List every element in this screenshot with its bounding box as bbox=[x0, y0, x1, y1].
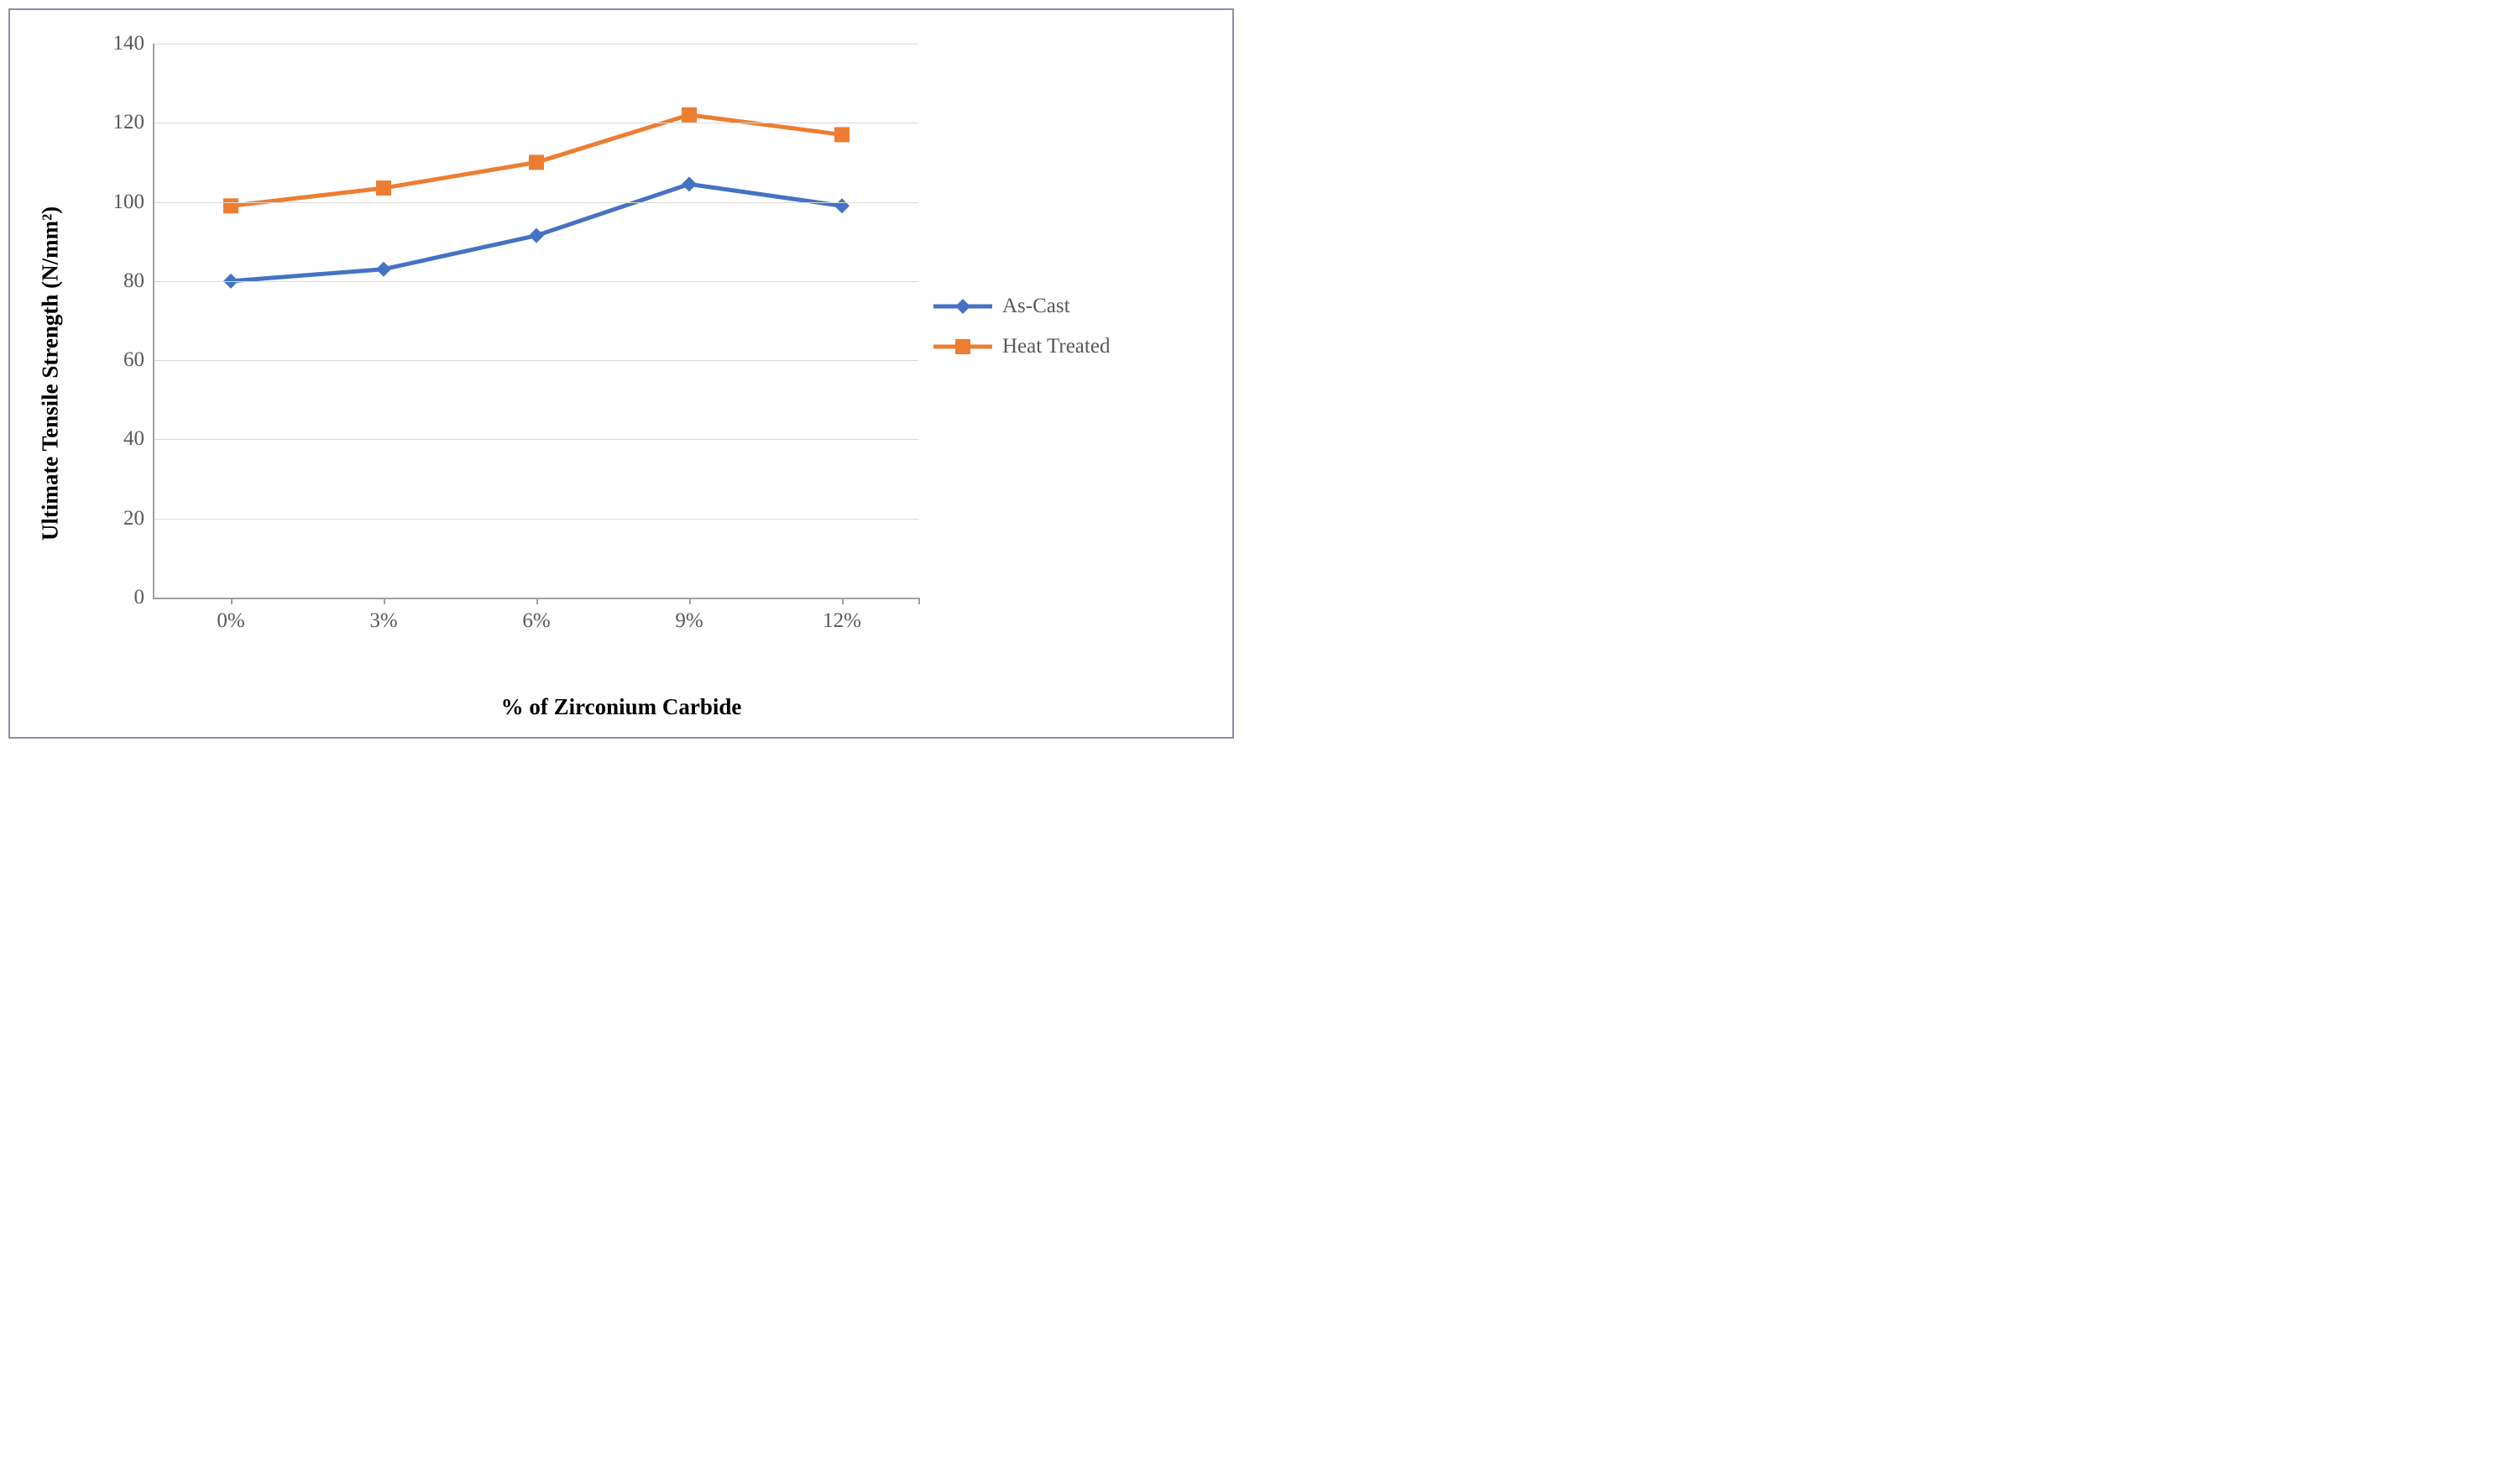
marker-square bbox=[955, 339, 970, 354]
marker-diamond bbox=[834, 198, 850, 213]
y-tick-label: 0 bbox=[134, 586, 155, 609]
chart-outer-frame: Ultimate Tensile Strength (N/mm²) 020406… bbox=[8, 8, 1234, 739]
x-tick-label: 0% bbox=[217, 598, 244, 633]
x-tick-mark bbox=[918, 598, 920, 604]
marker-square bbox=[682, 107, 697, 123]
gridline bbox=[154, 281, 918, 282]
chart-lines-svg bbox=[154, 44, 918, 598]
marker-square bbox=[376, 180, 391, 196]
marker-square bbox=[223, 198, 238, 213]
marker-diamond bbox=[529, 228, 544, 243]
marker-diamond bbox=[955, 299, 970, 314]
marker-square bbox=[529, 154, 544, 170]
legend-marker-icon bbox=[953, 337, 973, 357]
legend-swatch bbox=[933, 294, 992, 319]
x-tick-label: 6% bbox=[522, 598, 550, 633]
marker-diamond bbox=[376, 262, 391, 277]
legend-label: As-Cast bbox=[1002, 295, 1070, 318]
gridline bbox=[154, 439, 918, 440]
chart-wrap: Ultimate Tensile Strength (N/mm²) 020406… bbox=[44, 27, 1199, 720]
x-tick-label: 12% bbox=[823, 598, 861, 633]
y-tick-label: 60 bbox=[123, 348, 154, 372]
y-tick-label: 20 bbox=[123, 507, 154, 530]
legend-swatch bbox=[933, 334, 992, 359]
y-tick-label: 40 bbox=[123, 427, 154, 451]
gridline bbox=[154, 360, 918, 361]
y-tick-label: 80 bbox=[123, 269, 154, 293]
legend-marker-icon bbox=[953, 296, 973, 316]
y-tick-label: 120 bbox=[113, 111, 155, 134]
legend-item-as-cast: As-Cast bbox=[933, 294, 1152, 319]
y-axis-title: Ultimate Tensile Strength (N/mm²) bbox=[38, 206, 64, 541]
gridline bbox=[154, 202, 918, 203]
gridline bbox=[154, 519, 918, 520]
legend: As-Cast Heat Treated bbox=[933, 279, 1152, 374]
plot-area: 0204060801001201400%3%6%9%12% bbox=[153, 44, 918, 599]
x-tick-label: 3% bbox=[369, 598, 397, 633]
legend-label: Heat Treated bbox=[1002, 335, 1110, 358]
marker-square bbox=[834, 127, 850, 142]
legend-item-heat-treated: Heat Treated bbox=[933, 334, 1152, 359]
y-tick-label: 140 bbox=[113, 32, 155, 55]
marker-diamond bbox=[682, 176, 697, 191]
x-axis-title: % of Zirconium Carbide bbox=[44, 694, 1199, 720]
x-tick-label: 9% bbox=[675, 598, 703, 633]
y-tick-label: 100 bbox=[113, 191, 155, 214]
